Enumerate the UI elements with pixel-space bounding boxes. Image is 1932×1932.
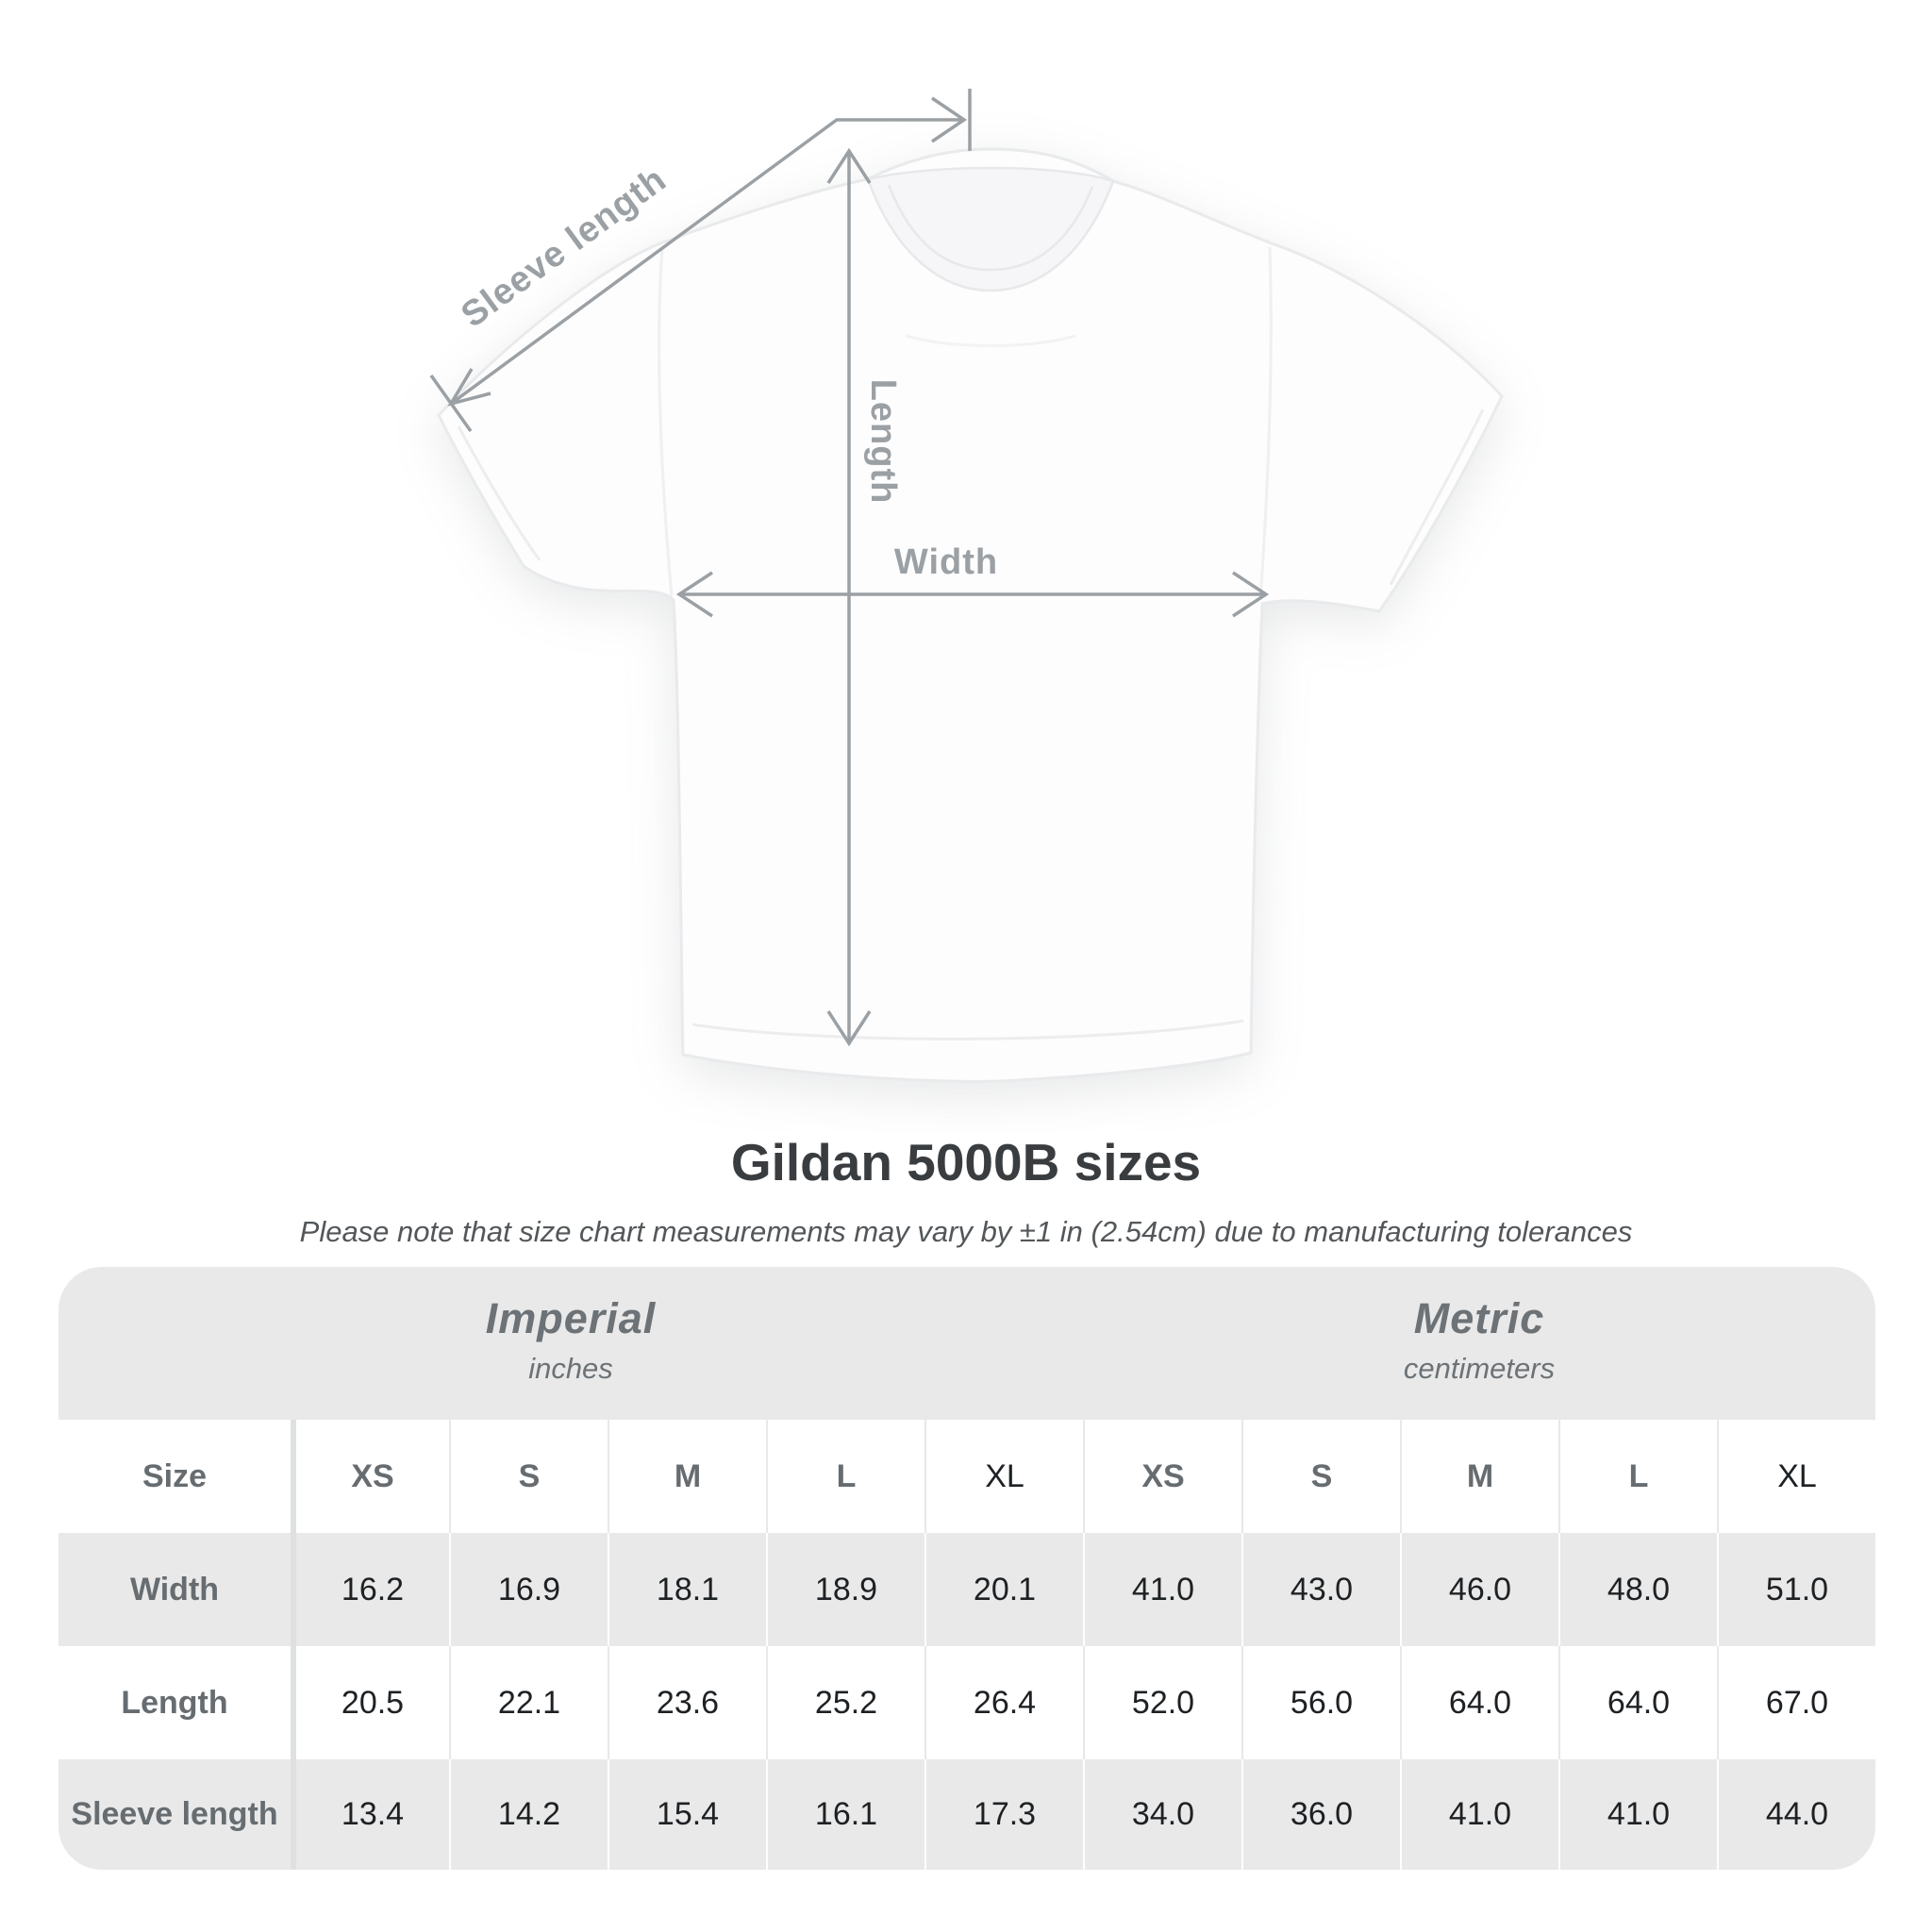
imperial-size-m: M [608, 1420, 766, 1533]
metric-unit-name: Metric [1413, 1293, 1545, 1342]
metric-size-l: L [1558, 1420, 1717, 1533]
length-metric-xl: 67.0 [1717, 1646, 1875, 1759]
width-metric-m: 46.0 [1400, 1533, 1558, 1646]
width-metric-s: 43.0 [1241, 1533, 1400, 1646]
length-arrowhead-bottom [826, 1010, 872, 1047]
length-imperial-xs: 20.5 [291, 1646, 449, 1759]
metric-unit-group: Metric centimeters [1083, 1294, 1875, 1393]
sleeve-imperial-l: 16.1 [766, 1759, 924, 1870]
length-label: Length [863, 379, 903, 505]
table-row-length: Length 20.5 22.1 23.6 25.2 26.4 52.0 56.… [58, 1646, 1875, 1759]
page-title: Gildan 5000B sizes [730, 1133, 1202, 1191]
imperial-size-xs: XS [291, 1420, 449, 1533]
tshirt-collar-inner-line [887, 184, 1094, 272]
imperial-size-l: L [766, 1420, 924, 1533]
width-arrowhead-left [675, 571, 713, 618]
metric-size-xl: XL [1717, 1420, 1875, 1533]
length-metric-xs: 52.0 [1083, 1646, 1241, 1759]
sleeve-imperial-xs: 13.4 [291, 1759, 449, 1870]
width-metric-xl: 51.0 [1717, 1533, 1875, 1646]
row-label-length: Length [121, 1684, 228, 1721]
width-imperial-l: 18.9 [766, 1533, 924, 1646]
width-imperial-xs: 16.2 [291, 1533, 449, 1646]
metric-size-m: M [1400, 1420, 1558, 1533]
size-table: Imperial inches Metric centimeters Size … [58, 1267, 1875, 1870]
length-metric-l: 64.0 [1558, 1646, 1717, 1759]
unit-header-band: Imperial inches Metric centimeters [58, 1267, 1875, 1420]
tshirt-left-cuff-stitch [457, 425, 541, 561]
imperial-size-xl: XL [924, 1420, 1083, 1533]
metric-size-s: S [1241, 1420, 1400, 1533]
table-row-width: Width 16.2 16.9 18.1 18.9 20.1 41.0 43.0… [58, 1533, 1875, 1646]
width-imperial-xl: 20.1 [924, 1533, 1083, 1646]
tshirt-measurement-diagram: Sleeve length Length Width [429, 89, 1504, 1083]
length-imperial-s: 22.1 [449, 1646, 608, 1759]
table-row-sleeve-length: Sleeve length 13.4 14.2 15.4 16.1 17.3 3… [58, 1759, 1875, 1870]
tshirt-body [437, 147, 1504, 1083]
sleeve-metric-xl: 44.0 [1717, 1759, 1875, 1870]
imperial-unit-group: Imperial inches [58, 1294, 1083, 1393]
sleeve-imperial-m: 15.4 [608, 1759, 766, 1870]
tshirt-hem-stitch [691, 1019, 1244, 1041]
imperial-size-s: S [449, 1420, 608, 1533]
imperial-unit-name: Imperial [485, 1293, 657, 1342]
width-imperial-m: 18.1 [608, 1533, 766, 1646]
length-imperial-m: 23.6 [608, 1646, 766, 1759]
length-imperial-xl: 26.4 [924, 1646, 1083, 1759]
sleeve-imperial-s: 14.2 [449, 1759, 608, 1870]
length-metric-m: 64.0 [1400, 1646, 1558, 1759]
width-imperial-s: 16.9 [449, 1533, 608, 1646]
width-metric-l: 48.0 [1558, 1533, 1717, 1646]
sleeve-metric-s: 36.0 [1241, 1759, 1400, 1870]
width-label: Width [894, 542, 998, 582]
width-metric-xs: 41.0 [1083, 1533, 1241, 1646]
length-metric-s: 56.0 [1241, 1646, 1400, 1759]
length-imperial-l: 25.2 [766, 1646, 924, 1759]
row-label-width: Width [129, 1571, 220, 1607]
sleeve-imperial-xl: 17.3 [924, 1759, 1083, 1870]
imperial-unit-sub: inches [528, 1351, 613, 1385]
sleeve-end-tick [429, 374, 473, 433]
sleeve-metric-xs: 34.0 [1083, 1759, 1241, 1870]
row-label-sleeve-length: Sleeve length [71, 1796, 278, 1832]
tshirt-chest-wrinkle [905, 334, 1076, 347]
metric-size-xs: XS [1083, 1420, 1241, 1533]
width-arrowhead-right [1232, 571, 1270, 618]
length-arrowhead-top [826, 147, 872, 184]
tshirt-left-sleeve-seam [658, 246, 674, 597]
tshirt-figure-svg: Sleeve length Length Width [429, 89, 1504, 1083]
dimension-lines [429, 89, 1270, 1047]
sleeve-metric-m: 41.0 [1400, 1759, 1558, 1870]
size-column-header: Size [142, 1457, 208, 1494]
sleeve-metric-l: 41.0 [1558, 1759, 1717, 1870]
tshirt-illustration [437, 147, 1504, 1083]
metric-unit-sub: centimeters [1403, 1351, 1556, 1385]
tolerance-note: Please note that size chart measurements… [299, 1215, 1633, 1248]
sleeve-length-line [449, 118, 962, 406]
shoulder-arrowhead [931, 96, 968, 143]
tshirt-right-sleeve-seam [1258, 246, 1273, 601]
tshirt-right-cuff-stitch [1389, 408, 1485, 586]
tshirt-collar-band [866, 166, 1115, 292]
size-header-row: Size XS S M L XL XS S M L XL [58, 1420, 1875, 1533]
